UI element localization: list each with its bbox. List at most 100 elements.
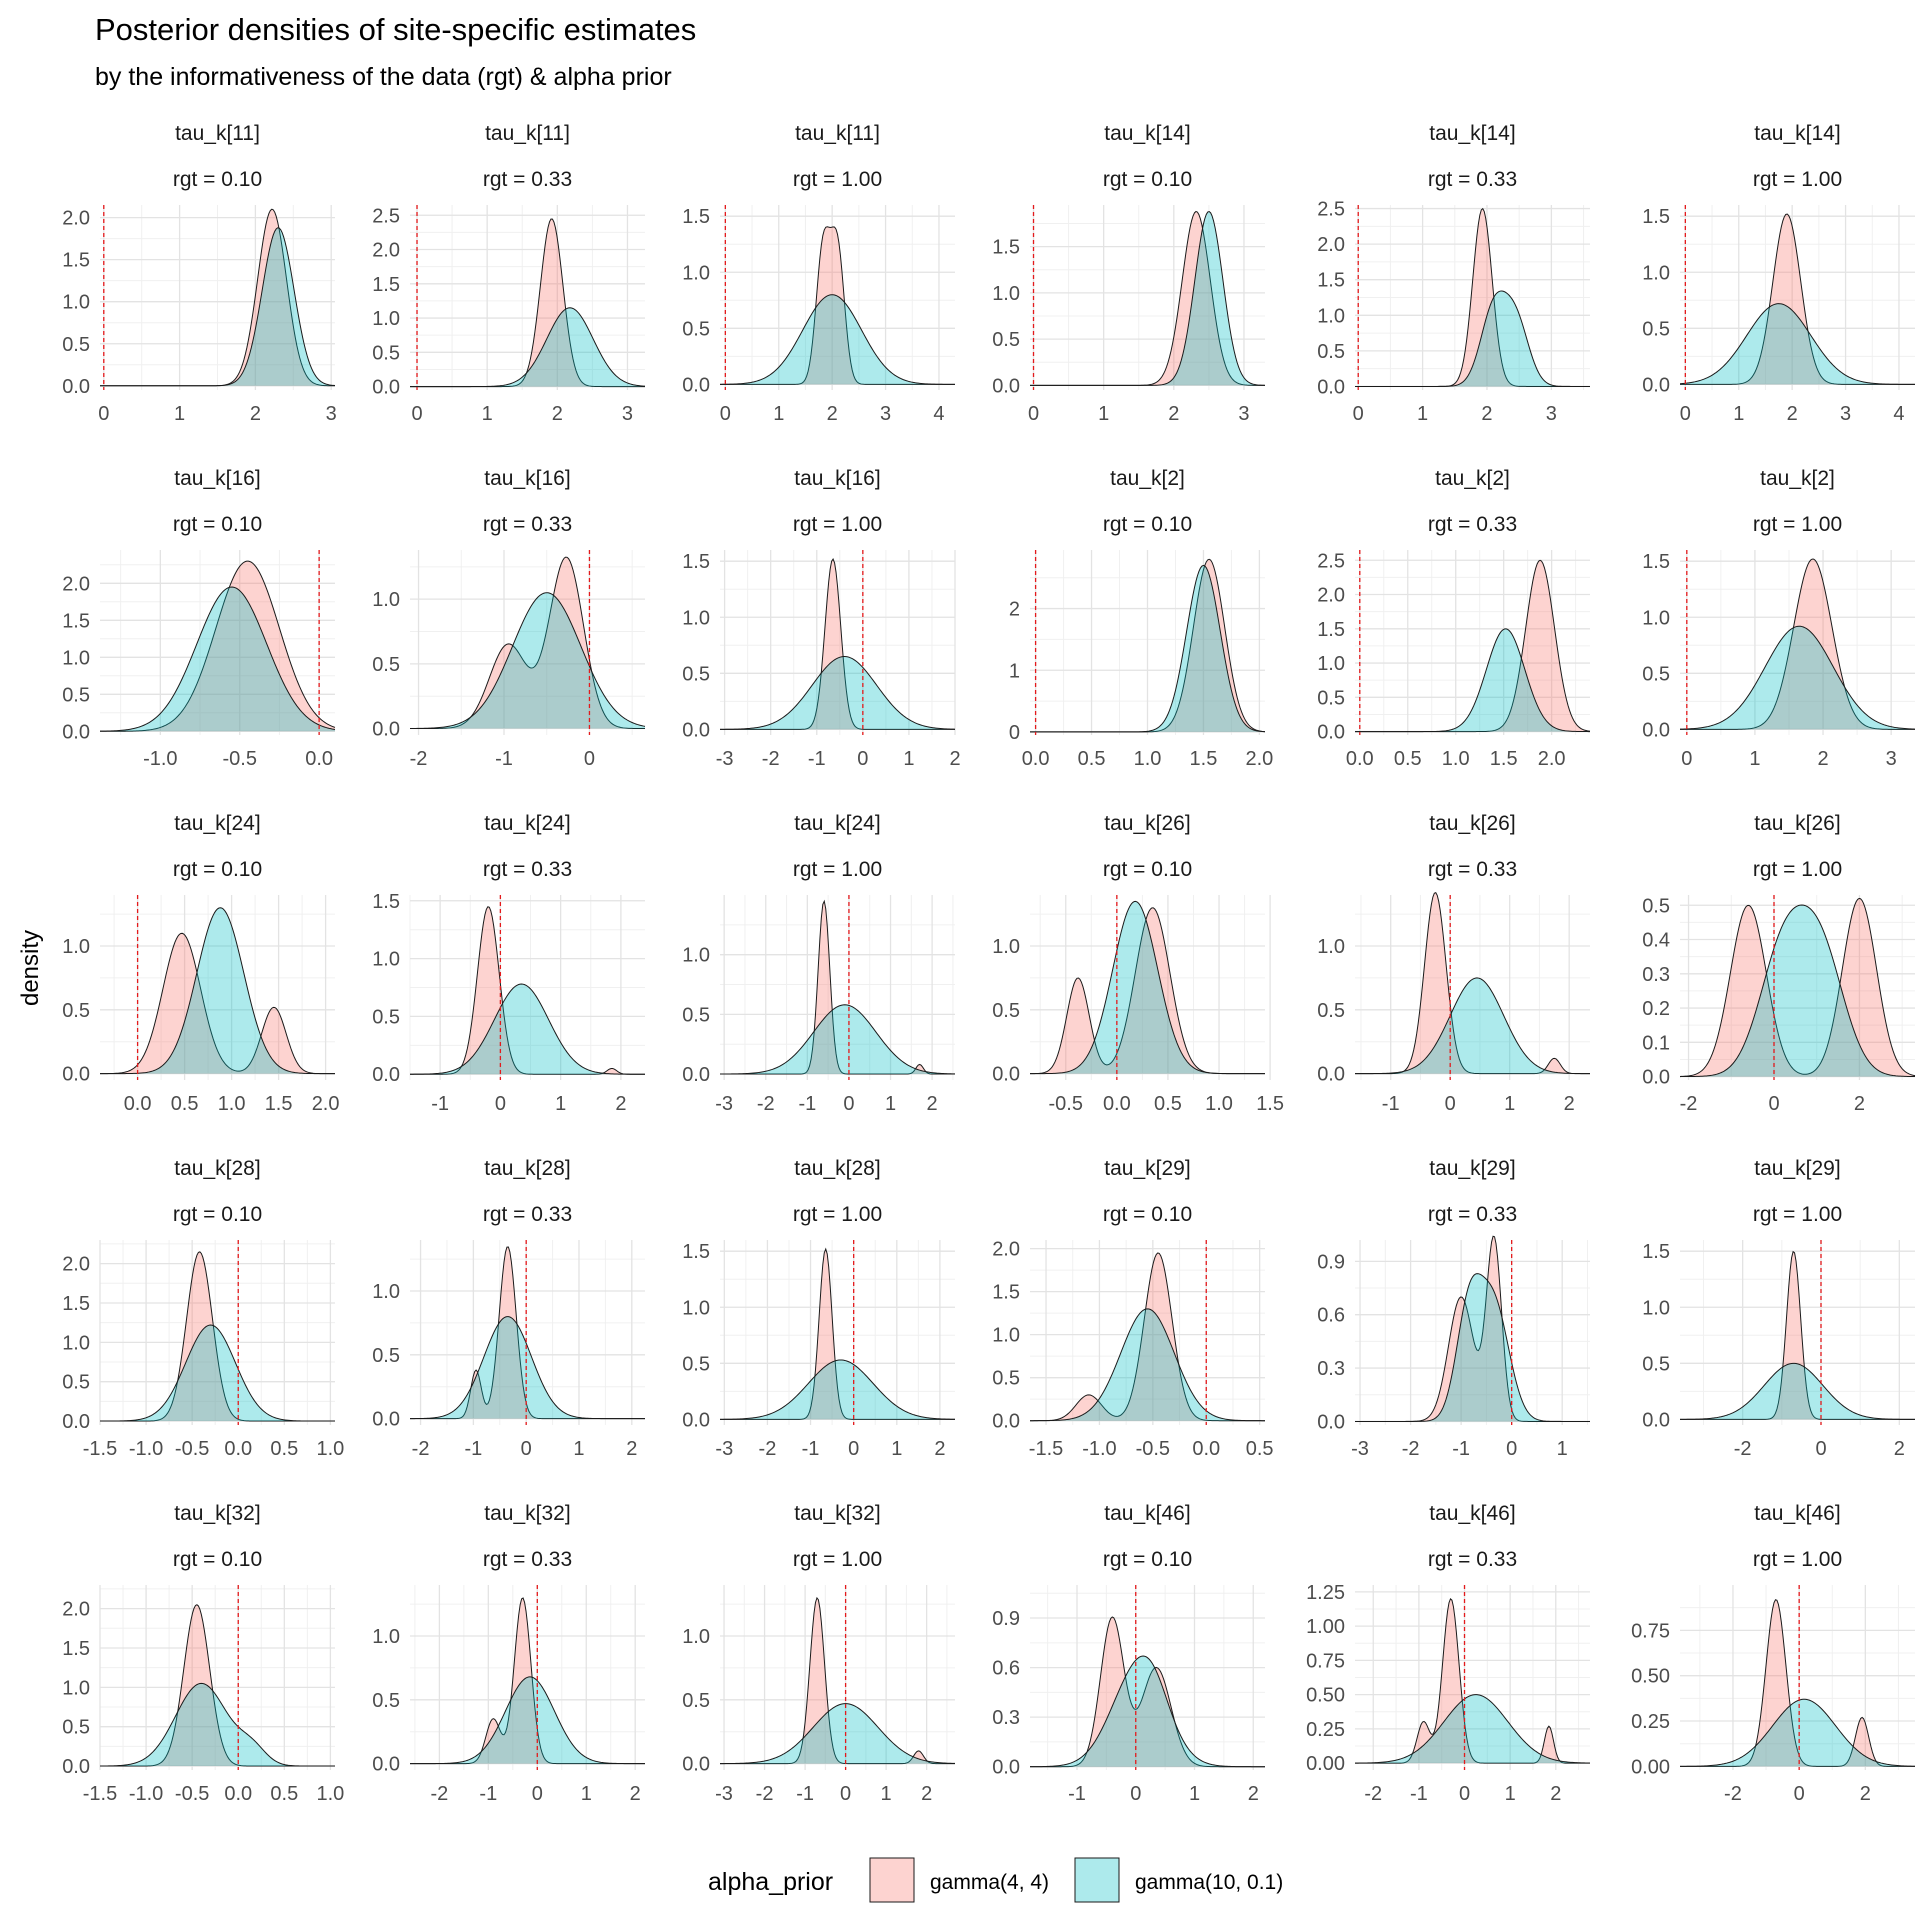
panel-title-rgt: rgt = 1.00 (1753, 513, 1842, 536)
y-tick-label: 1.5 (372, 274, 400, 296)
panel-title-rgt: rgt = 0.33 (1428, 1548, 1517, 1571)
y-tick-label: 1.0 (1317, 936, 1345, 958)
panel-title-rgt: rgt = 0.10 (1103, 1548, 1192, 1571)
x-tick-label: 0 (1681, 748, 1692, 770)
x-tick-label: 2 (630, 1783, 641, 1805)
density-area-gamma-10-0-1 (100, 227, 335, 386)
panel-title-rgt: rgt = 1.00 (1753, 858, 1842, 881)
panel-tau-k-29-rgt-1-00: tau_k[29]rgt = 1.00 -2 0 2 0.0 0.5 1.0 1.5 (1642, 1157, 1915, 1460)
y-tick-label: 1.5 (682, 551, 710, 573)
y-tick-label: 0.1 (1642, 1032, 1670, 1054)
y-tick-label: 1.5 (1642, 206, 1670, 228)
x-tick-label: -2 (1402, 1438, 1420, 1460)
legend-swatch-gamma-4-4 (869, 1857, 915, 1903)
y-tick-label: 0.0 (992, 1411, 1020, 1433)
x-tick-label: 0 (1680, 403, 1691, 425)
x-tick-label: 0.0 (305, 748, 333, 770)
panel-title-site: tau_k[24] (174, 812, 260, 835)
y-tick-label: 0.5 (992, 1368, 1020, 1390)
density-area-gamma-4-4 (1680, 1251, 1915, 1420)
density-area-gamma-10-0-1 (1030, 211, 1265, 386)
x-tick-label: 0 (840, 1783, 851, 1805)
x-tick-label: 2 (552, 403, 563, 425)
x-tick-label: 0 (98, 403, 109, 425)
x-tick-label: 1 (1504, 1093, 1515, 1115)
x-tick-label: 3 (880, 403, 891, 425)
density-area-gamma-10-0-1 (1680, 626, 1915, 730)
density-area-gamma-10-0-1 (100, 907, 335, 1074)
density-area-gamma-10-0-1 (1030, 1656, 1265, 1767)
x-tick-label: -2 (410, 748, 428, 770)
panel-title-rgt: rgt = 0.10 (173, 168, 262, 191)
density-area-gamma-4-4 (1030, 1616, 1265, 1767)
y-tick-label: 0.5 (682, 1690, 710, 1712)
density-area-gamma-4-4 (1030, 907, 1265, 1074)
panel-title-site: tau_k[24] (484, 812, 570, 835)
x-tick-label: -0.5 (175, 1783, 209, 1805)
density-line-gamma-10-0-1 (719, 1703, 956, 1765)
legend: alpha_prior gamma(4, 4) gamma(10, 0.1) (708, 1857, 1283, 1903)
y-tick-label: 1.5 (1317, 619, 1345, 641)
panel-title-rgt: rgt = 0.33 (1428, 513, 1517, 536)
y-tick-label: 0.6 (1317, 1305, 1345, 1327)
x-tick-label: 3 (326, 403, 337, 425)
panel-title-rgt: rgt = 0.10 (173, 1548, 262, 1571)
panel-title-site: tau_k[2] (1110, 467, 1185, 490)
x-tick-label: 2.0 (312, 1093, 340, 1115)
density-line-gamma-10-0-1 (719, 1359, 956, 1420)
density-line-gamma-4-4 (100, 932, 335, 1075)
y-tick-label: 0.5 (1317, 341, 1345, 363)
density-area-gamma-10-0-1 (1680, 303, 1915, 385)
x-tick-label: 2 (927, 1093, 938, 1115)
x-tick-label: 0 (495, 1093, 506, 1115)
x-tick-label: 2 (1168, 403, 1179, 425)
panel-title-site: tau_k[14] (1104, 122, 1190, 145)
y-tick-label: 0.0 (992, 1757, 1020, 1779)
density-area-gamma-10-0-1 (410, 1676, 645, 1764)
density-line-gamma-10-0-1 (1679, 625, 1916, 730)
panel-title-site: tau_k[16] (484, 467, 570, 490)
y-tick-label: 0.5 (1642, 895, 1670, 917)
panel-tau-k-28-rgt-1-00: tau_k[28]rgt = 1.00 -3 -2 -1 0 1 2 0.0 0.5 1.0 1.5 (682, 1157, 956, 1460)
panel-title-rgt: rgt = 0.10 (173, 513, 262, 536)
density-line-gamma-10-0-1 (409, 1316, 645, 1420)
y-tick-label: 0.25 (1306, 1719, 1345, 1741)
y-tick-label: 0.0 (372, 1064, 400, 1086)
density-area-gamma-4-4 (1030, 1252, 1265, 1421)
y-tick-label: 1.0 (372, 949, 400, 971)
x-tick-label: 1 (555, 1093, 566, 1115)
y-tick-label: 2.0 (372, 240, 400, 262)
x-tick-label: 0 (521, 1438, 532, 1460)
x-tick-label: 1.0 (316, 1438, 344, 1460)
x-tick-label: -3 (715, 1783, 733, 1805)
x-tick-label: 3 (1238, 403, 1249, 425)
y-tick-label: 1.5 (992, 1282, 1020, 1304)
density-area-gamma-10-0-1 (100, 1683, 335, 1767)
density-area-gamma-10-0-1 (1030, 901, 1265, 1074)
y-tick-label: 0.3 (1642, 964, 1670, 986)
density-line-gamma-10-0-1 (409, 983, 645, 1075)
y-tick-label: 1.0 (992, 1325, 1020, 1347)
y-tick-label: 2.0 (62, 208, 90, 230)
x-tick-label: 0.5 (1394, 748, 1422, 770)
panel-title-site: tau_k[32] (484, 1502, 570, 1525)
density-line-gamma-10-0-1 (1029, 1655, 1265, 1768)
y-tick-label: 0.0 (62, 1756, 90, 1778)
y-tick-label: 0.3 (1317, 1358, 1345, 1380)
x-tick-label: -2 (412, 1438, 430, 1460)
panel-title-site: tau_k[11] (795, 122, 880, 145)
density-area-gamma-10-0-1 (100, 1325, 335, 1422)
x-tick-label: 1 (1098, 403, 1109, 425)
y-tick-label: 0.5 (992, 329, 1020, 351)
density-area-gamma-4-4 (410, 1598, 645, 1764)
y-tick-label: 0.0 (1317, 722, 1345, 744)
x-tick-label: 0 (1815, 1438, 1826, 1460)
x-tick-label: 4 (933, 403, 944, 425)
x-tick-label: 1 (903, 748, 914, 770)
y-tick-label: 0.0 (682, 374, 710, 396)
density-area-gamma-10-0-1 (410, 984, 645, 1075)
density-area-gamma-10-0-1 (100, 587, 335, 732)
density-area-gamma-4-4 (410, 219, 645, 387)
y-tick-label: 1.0 (1642, 607, 1670, 629)
x-tick-label: 1 (1189, 1783, 1200, 1805)
